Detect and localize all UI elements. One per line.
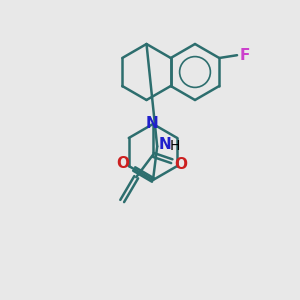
- Text: F: F: [240, 48, 250, 63]
- Text: H: H: [170, 140, 180, 153]
- Text: O: O: [174, 157, 187, 172]
- Text: O: O: [117, 157, 130, 172]
- Text: N: N: [146, 116, 158, 130]
- Text: N: N: [159, 137, 172, 152]
